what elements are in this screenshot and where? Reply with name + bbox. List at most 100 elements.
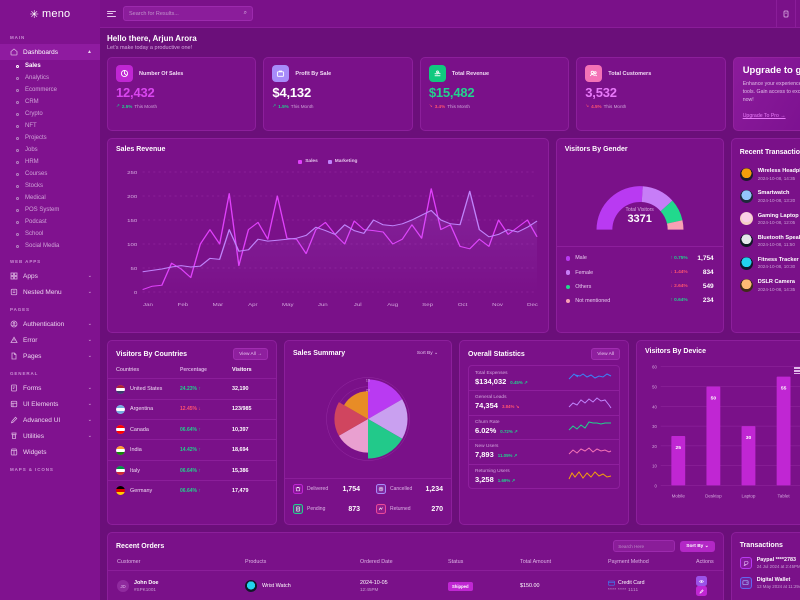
- overall-stat-label: Returning Users: [475, 468, 510, 474]
- sales-summary-sort-by[interactable]: Sort By ⌄: [416, 350, 438, 356]
- stat-percent: 4.5%: [591, 103, 602, 109]
- sidebar-item-apps[interactable]: Apps ⌄: [0, 268, 100, 284]
- stat-card-total-customers: Total Customers 3,532 ↘ 4.5% This Month: [576, 57, 726, 132]
- visitors-by-gender-card: Visitors By Gender Total Visitors 3371 M…: [555, 138, 724, 334]
- country-row: India 14.42% ↑ 18,694: [108, 439, 276, 459]
- recent-orders-header: Recent Orders Sort By ⌄: [108, 533, 723, 557]
- stat-trend: ↘ 3.4% This Month: [429, 103, 560, 109]
- sales-revenue-header: Sales Revenue: [108, 139, 548, 158]
- overall-stat-row: Churn Rate 6.02% 0.72% ↗: [469, 416, 619, 441]
- product-avatar: [739, 278, 753, 292]
- sidebar-subitem-courses[interactable]: Courses: [0, 168, 100, 180]
- legend-item-sales: Sales: [298, 159, 318, 164]
- page-title: Hello there, Arjun Arora: [107, 34, 197, 43]
- transaction-info: Wireless Headphones2024-10-08, 14:35: [758, 168, 800, 181]
- sidebar-item-authentication[interactable]: Authentication ⌄: [0, 316, 100, 332]
- apps-icon[interactable]: [775, 0, 795, 28]
- pie-icon: [116, 65, 133, 82]
- country-visitors: 15,386: [232, 467, 249, 474]
- sidebar-subitem-stocks[interactable]: Stocks: [0, 180, 100, 192]
- sidebar-item-ui-elements[interactable]: UI Elements ⌄: [0, 396, 100, 412]
- sidebar-item-widgets[interactable]: Widgets: [0, 444, 100, 460]
- col-countries: Countries: [116, 367, 140, 374]
- col-status: Status: [448, 559, 464, 566]
- recent-orders-search[interactable]: [613, 540, 676, 553]
- cell-status: Shipped: [448, 581, 520, 591]
- bullet-icon: [16, 172, 19, 176]
- sidebar-subitem-nft[interactable]: NFT: [0, 120, 100, 132]
- sidebar-subitem-hrm[interactable]: HRM: [0, 156, 100, 168]
- overall-stat-value: $134,032: [475, 376, 507, 386]
- sidebar-subitem-podcast[interactable]: Podcast: [0, 216, 100, 228]
- sidebar-item-label: Apps: [23, 272, 38, 280]
- sales-revenue-legend: Sales Marketing: [108, 159, 548, 164]
- upgrade-to-pro-link[interactable]: Upgrade To Pro →: [742, 113, 786, 120]
- sidebar-subitem-school[interactable]: School: [0, 228, 100, 240]
- brightness-icon[interactable]: [794, 0, 800, 28]
- transaction-row[interactable]: Wireless Headphones2024-10-08, 14:35$160…: [732, 163, 800, 185]
- legend-label: Sales: [305, 159, 318, 165]
- sidebar-subitem-medical[interactable]: Medical: [0, 192, 100, 204]
- transaction-row[interactable]: Bluetooth Speaker2024-10-08, 11:50$100.0…: [732, 230, 800, 252]
- countries-view-all[interactable]: View All →: [233, 348, 268, 361]
- sidebar-item-error[interactable]: Error ⌄: [0, 332, 100, 348]
- hamburger-menu-icon[interactable]: [794, 367, 800, 375]
- sidebar-subitem-sales[interactable]: Sales: [0, 60, 100, 72]
- view-button[interactable]: [696, 576, 707, 587]
- global-search[interactable]: ⌕: [123, 6, 253, 21]
- sidebar-subitem-label: Sales: [25, 63, 41, 69]
- country-name: Italy: [116, 466, 180, 475]
- sidebar-subitem-crypto[interactable]: Crypto: [0, 108, 100, 120]
- brand-logo[interactable]: ✳ meno: [0, 0, 100, 28]
- overall-statistics-list: Total Expenses $134,032 0.45% ↗ General Lea…: [468, 365, 620, 490]
- stat-period: This Month: [603, 103, 627, 109]
- countries-title: Visitors By Countries: [116, 350, 188, 358]
- recent-orders-table-body: JD John Doe #SPK1001 Wrist Watch 2024-10-05 1…: [108, 570, 723, 600]
- sidebar-subitem-label: Courses: [25, 171, 48, 177]
- recent-orders-search-input[interactable]: [618, 543, 671, 549]
- recent-orders-sort-by[interactable]: Sort By ⌄: [680, 540, 715, 552]
- stat-trend: ↗ 1.5% This Month: [272, 103, 403, 109]
- svg-text:30: 30: [746, 435, 752, 441]
- sidebar-item-forms[interactable]: Forms ⌄: [0, 380, 100, 396]
- hamburger-icon[interactable]: [107, 9, 116, 18]
- edit-button[interactable]: [696, 586, 707, 597]
- sidebar-subitem-label: NFT: [25, 123, 37, 129]
- sales-summary-legend: Delivered 1,754 Cancelled 1,234 Pending 873 Re…: [285, 478, 451, 519]
- sidebar-item-utilities[interactable]: Utilities ⌄: [0, 428, 100, 444]
- transaction-date: 13 May 2024 at 11:29AM: [756, 584, 800, 590]
- sidebar-subitem-label: Projects: [25, 135, 47, 141]
- chevron-down-icon: ⌄: [87, 289, 92, 295]
- overall-stat-value: 3,258: [475, 474, 494, 484]
- sidebar-subitem-pos-system[interactable]: POS System: [0, 204, 100, 216]
- overall-statistics-view-all[interactable]: View All: [591, 348, 620, 361]
- sidebar-subitem-projects[interactable]: Projects: [0, 132, 100, 144]
- sidebar-item-advanced-ui[interactable]: Advanced UI ⌄: [0, 412, 100, 428]
- brand-name: meno: [42, 8, 71, 20]
- sidebar-scroll[interactable]: MAIN Dashboards ▲ Sales Analytics Ecommerc…: [0, 28, 100, 600]
- user-circle-icon: [10, 320, 18, 328]
- sidebar-subitem-ecommerce[interactable]: Ecommerce: [0, 84, 100, 96]
- sidebar-item-pages[interactable]: Pages ⌄: [0, 348, 100, 364]
- sidebar-subitem-social-media[interactable]: Social Media: [0, 240, 100, 252]
- search-input[interactable]: [129, 10, 240, 17]
- table-row[interactable]: JD John Doe #SPK1001 Wrist Watch 2024-10-05 1…: [108, 570, 723, 600]
- gender-percent: ↑ 0.75%: [670, 255, 688, 261]
- sidebar-subitem-crm[interactable]: CRM: [0, 96, 100, 108]
- country-row: Germany 06.64% ↑ 17,479: [108, 480, 276, 500]
- sales-revenue-card: Sales Revenue Sales Marketing 0 50 100 150 2…: [107, 138, 549, 334]
- sidebar-subitem-analytics[interactable]: Analytics: [0, 72, 100, 84]
- sidebar-subitem-label: Social Media: [25, 243, 60, 249]
- sidebar-subitem-jobs[interactable]: Jobs: [0, 144, 100, 156]
- sidebar-item-dashboards[interactable]: Dashboards ▲: [0, 44, 100, 60]
- stat-value: $4,132: [272, 85, 311, 100]
- sidebar-item-nested-menu[interactable]: Nested Menu ⌄: [0, 284, 100, 300]
- upgrade-promo[interactable]: Upgrade to get more Enhance your experie…: [732, 57, 800, 132]
- stat-head: Number Of Sales: [116, 65, 247, 82]
